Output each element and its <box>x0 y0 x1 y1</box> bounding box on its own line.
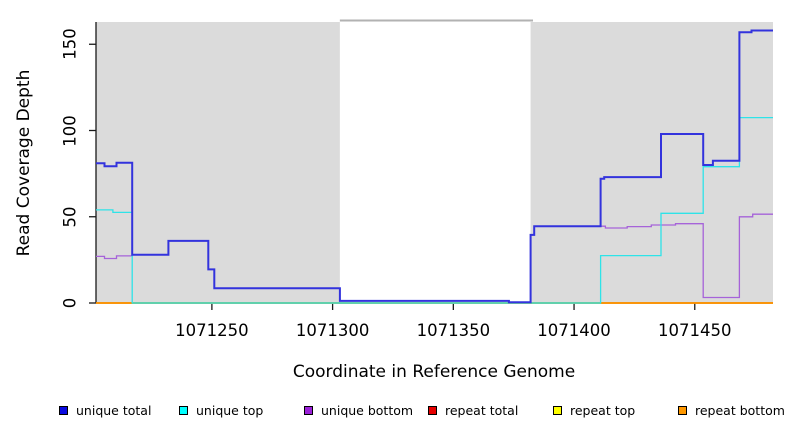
x-tick-label: 1071450 <box>658 321 732 340</box>
y-axis-title: Read Coverage Depth <box>14 69 34 257</box>
x-axis-title: Coordinate in Reference Genome <box>292 362 576 382</box>
legend-swatch-icon <box>678 405 687 415</box>
legend-label: repeat total <box>445 402 519 418</box>
legend-swatch-icon <box>179 405 188 415</box>
legend-label: unique total <box>76 402 152 418</box>
y-tick-label: 50 <box>60 206 80 228</box>
legend-label: repeat top <box>570 402 636 418</box>
x-tick-label: 1071300 <box>295 321 370 340</box>
series-line-unique-top <box>96 116 773 304</box>
legend-label: repeat bottom <box>695 402 785 418</box>
legend-item-unique-bottom: unique bottom <box>304 402 413 418</box>
y-tick-label: 0 <box>60 297 80 309</box>
legend-item-repeat-bottom: repeat bottom <box>678 402 785 418</box>
right-gray-region <box>530 22 773 303</box>
legend-label: unique top <box>196 402 264 418</box>
x-tick-label: 1071400 <box>537 321 611 340</box>
legend-item-unique-top: unique top <box>179 402 263 418</box>
legend-swatch-icon <box>553 405 562 415</box>
legend-item-unique-total: unique total <box>59 402 151 418</box>
legend-swatch-icon <box>304 405 313 415</box>
legend-swatch-icon <box>59 405 68 415</box>
series-line-unique-total <box>96 29 773 304</box>
legend-label: unique bottom <box>321 402 414 418</box>
legend-item-repeat-total: repeat total <box>428 402 518 418</box>
y-tick-label: 100 <box>60 114 80 147</box>
legend-item-repeat-top: repeat top <box>553 402 635 418</box>
x-tick-label: 1071250 <box>175 321 249 340</box>
y-tick-label: 150 <box>60 28 80 61</box>
left-gray-region <box>96 22 340 303</box>
x-tick-label: 1071350 <box>416 321 491 340</box>
legend-swatch-icon <box>428 405 437 415</box>
